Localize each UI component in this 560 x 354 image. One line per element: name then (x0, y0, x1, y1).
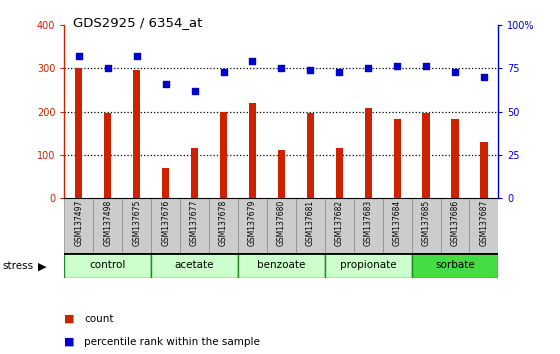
Point (103, 65, 112, 71)
Point (393, 64, 402, 69)
Bar (133, 70, 141, 198)
Bar (180, 198, 209, 253)
Text: GDS2925 / 6354_at: GDS2925 / 6354_at (73, 16, 202, 29)
Bar (75, 68, 82, 198)
Text: GSM137685: GSM137685 (422, 200, 431, 246)
Bar (64, 198, 94, 253)
Bar (412, 198, 441, 253)
Point (248, 58, 257, 64)
Point (74, 53, 83, 59)
Text: GSM137686: GSM137686 (450, 200, 460, 246)
Bar (238, 198, 267, 253)
Bar (422, 113, 430, 198)
Text: GSM137684: GSM137684 (393, 200, 402, 246)
Point (190, 88, 199, 93)
Bar (209, 198, 238, 253)
Bar (191, 148, 198, 198)
Point (450, 69, 459, 74)
Bar (151, 253, 238, 278)
Bar (335, 148, 343, 198)
Point (219, 69, 228, 74)
Bar (122, 198, 151, 253)
Text: GSM137676: GSM137676 (161, 200, 170, 246)
Point (335, 69, 344, 74)
Bar (220, 112, 227, 198)
Text: GSM137675: GSM137675 (132, 200, 141, 246)
Text: GSM137683: GSM137683 (363, 200, 373, 246)
Bar (441, 198, 469, 253)
Point (422, 64, 431, 69)
Point (306, 67, 315, 73)
Bar (307, 113, 314, 198)
Text: count: count (84, 314, 114, 324)
Point (161, 81, 170, 87)
Bar (162, 168, 169, 198)
Bar (480, 142, 488, 198)
Point (132, 53, 141, 59)
Bar (296, 198, 325, 253)
Bar (412, 253, 498, 278)
Text: GSM137680: GSM137680 (277, 200, 286, 246)
Text: propionate: propionate (340, 261, 396, 270)
Bar (469, 198, 498, 253)
Text: benzoate: benzoate (257, 261, 306, 270)
Bar (278, 150, 285, 198)
Text: control: control (90, 261, 126, 270)
Bar (451, 119, 459, 198)
Bar (249, 103, 256, 198)
Bar (354, 198, 382, 253)
Text: acetate: acetate (175, 261, 214, 270)
Text: ■: ■ (64, 314, 75, 324)
Text: GSM137681: GSM137681 (306, 200, 315, 246)
Bar (394, 119, 401, 198)
Text: ▶: ▶ (38, 261, 46, 271)
Text: stress: stress (3, 261, 34, 271)
Bar (267, 198, 296, 253)
Text: percentile rank within the sample: percentile rank within the sample (84, 337, 260, 347)
Text: sorbate: sorbate (435, 261, 475, 270)
Text: ■: ■ (64, 337, 75, 347)
Text: GSM137497: GSM137497 (74, 200, 83, 246)
Bar (151, 198, 180, 253)
Bar (238, 253, 325, 278)
Text: GSM137678: GSM137678 (219, 200, 228, 246)
Bar (64, 253, 151, 278)
Text: GSM137498: GSM137498 (103, 200, 113, 246)
Bar (382, 198, 412, 253)
Bar (94, 198, 122, 253)
Text: GSM137679: GSM137679 (248, 200, 257, 246)
Bar (325, 198, 354, 253)
Bar (365, 108, 372, 198)
Bar (325, 253, 412, 278)
Bar (104, 113, 111, 198)
Text: GSM137677: GSM137677 (190, 200, 199, 246)
Text: GSM137682: GSM137682 (335, 200, 344, 246)
Point (277, 65, 286, 71)
Point (479, 74, 488, 80)
Text: GSM137687: GSM137687 (479, 200, 488, 246)
Point (364, 65, 373, 71)
